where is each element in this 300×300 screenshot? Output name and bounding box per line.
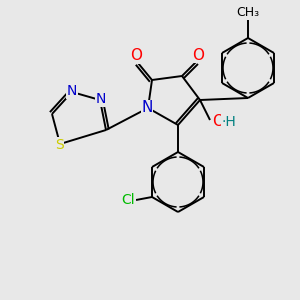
Text: N: N <box>141 100 153 116</box>
Text: Cl: Cl <box>121 193 135 207</box>
Text: O: O <box>212 115 224 130</box>
Text: S: S <box>55 138 63 152</box>
Text: O: O <box>192 47 204 62</box>
Text: N: N <box>67 84 77 98</box>
Text: CH₃: CH₃ <box>236 7 260 20</box>
Text: ·H: ·H <box>222 115 236 129</box>
Text: N: N <box>96 92 106 106</box>
Text: O: O <box>130 49 142 64</box>
